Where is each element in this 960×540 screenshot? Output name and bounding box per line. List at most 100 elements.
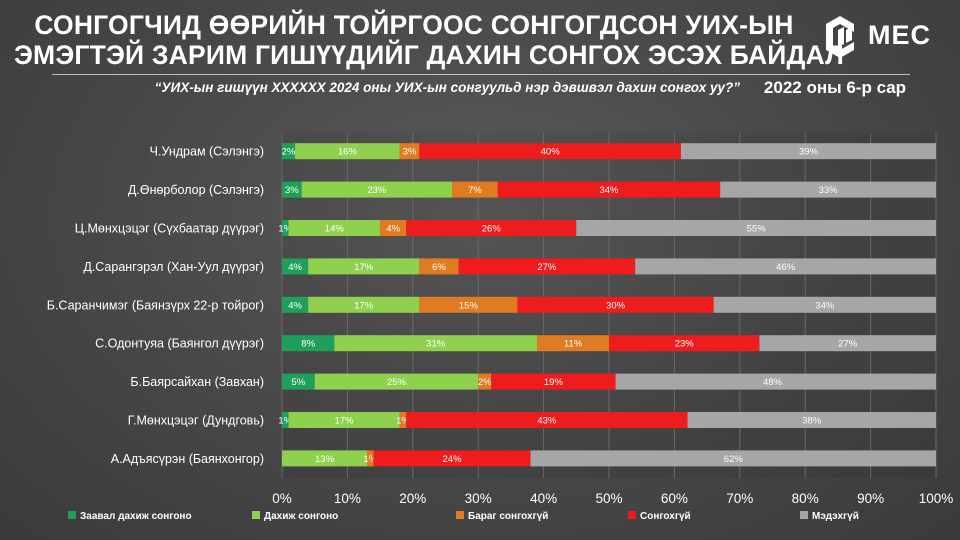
bar-segment xyxy=(314,373,479,390)
bar-segment xyxy=(406,412,688,428)
bar-segment xyxy=(367,450,374,467)
bar-segment xyxy=(282,143,296,160)
bar-segment xyxy=(282,220,289,236)
data-label: 14% xyxy=(325,224,345,235)
x-tick-label: 10% xyxy=(334,491,361,506)
data-label: 1% xyxy=(278,224,292,235)
bar-segment xyxy=(399,412,407,428)
data-label: 17% xyxy=(354,300,374,311)
title-line-2: ЭМЭГТЭЙ ЗАРИМ ГИШҮҮДИЙГ ДАХИН СОНГОХ ЭСЭ… xyxy=(14,40,845,70)
bar-segment xyxy=(478,373,492,390)
data-label: 43% xyxy=(537,416,557,427)
data-label: 48% xyxy=(763,377,783,388)
data-label: 6% xyxy=(432,262,446,273)
title-line-1: СОНГОГЧИД ӨӨРИЙН ТОЙРГООС СОНГОГДСОН УИХ… xyxy=(34,10,794,40)
bar-segment xyxy=(759,335,936,352)
category-label: Б.Баярсайхан (Завхан) xyxy=(130,375,264,389)
data-label: 34% xyxy=(815,300,835,311)
category-label: А.Адъясүрэн (Баянхонгор) xyxy=(111,452,264,466)
data-label: 17% xyxy=(354,262,374,273)
data-label: 4% xyxy=(288,300,302,311)
data-label: 4% xyxy=(288,262,302,273)
category-label: Д.Сарангэрэл (Хан-Уул дүүрэг) xyxy=(83,260,264,274)
data-label: 25% xyxy=(387,377,407,388)
bar-segment xyxy=(419,296,518,313)
bar-segment xyxy=(301,181,453,198)
legend-swatch xyxy=(252,511,260,519)
data-label: 55% xyxy=(747,224,767,235)
data-label: 40% xyxy=(541,147,561,158)
bar-segment xyxy=(282,181,302,198)
data-label: 26% xyxy=(482,224,502,235)
bar-segment xyxy=(720,181,936,198)
data-label: 16% xyxy=(338,147,358,158)
data-label: 24% xyxy=(443,454,463,465)
x-tick-label: 50% xyxy=(595,491,622,506)
page-title: СОНГОГЧИД ӨӨРИЙН ТОЙРГООС СОНГОГДСОН УИХ… xyxy=(14,10,845,70)
mec-logo-icon xyxy=(826,16,854,58)
bar-segment xyxy=(380,220,407,236)
bar-segment xyxy=(615,373,930,390)
bar-segment xyxy=(419,258,459,275)
x-tick-label: 40% xyxy=(530,491,557,506)
bar-segment xyxy=(419,143,681,160)
bar-segment xyxy=(491,373,616,390)
header-divider xyxy=(52,74,910,75)
data-label: 31% xyxy=(426,339,446,350)
bar-segment-remainder xyxy=(929,373,936,390)
data-label: 19% xyxy=(544,377,564,388)
bar-segment xyxy=(399,143,420,160)
data-label: 38% xyxy=(802,416,822,427)
data-label: 1% xyxy=(396,416,410,427)
bar-segment xyxy=(288,220,381,236)
bar-segment xyxy=(282,258,309,275)
category-label: С.Одонтуяа (Баянгол дүүрэг) xyxy=(95,337,264,351)
data-label: 46% xyxy=(776,262,796,273)
bar-segment xyxy=(458,258,636,275)
category-label: Г.Мөнхцэцэг (Дундговь) xyxy=(128,414,264,428)
bar-segment xyxy=(452,181,498,198)
data-label: 1% xyxy=(278,416,292,427)
survey-question: “УИХ-ын гишүүн XXXXXX 2024 оны УИХ-ын со… xyxy=(154,80,740,95)
data-label: 1% xyxy=(363,454,377,465)
legend-entry: Дахиж сонгоно xyxy=(264,511,338,522)
legend-swatch xyxy=(800,511,808,519)
bar-segment xyxy=(609,335,760,352)
legend-entry: Бараг сонгохгүй xyxy=(468,511,548,522)
data-label: 39% xyxy=(799,147,819,158)
x-tick-label: 80% xyxy=(792,491,819,506)
legend-swatch xyxy=(456,511,464,519)
survey-date: 2022 оны 6-р сар xyxy=(763,78,907,97)
bar-segment xyxy=(282,335,335,352)
legend-entry: Заавал дахиж сонгоно xyxy=(80,511,192,522)
data-label: 27% xyxy=(838,339,858,350)
data-label: 34% xyxy=(599,185,619,196)
data-label: 27% xyxy=(537,262,557,273)
bar-segment xyxy=(282,373,315,390)
legend-entry: Мэдэхгүй xyxy=(812,511,859,522)
bar-segment xyxy=(295,143,400,160)
data-label: 8% xyxy=(301,339,315,350)
bar-segment xyxy=(308,258,420,275)
data-label: 15% xyxy=(459,300,479,311)
x-tick-label: 70% xyxy=(726,491,753,506)
data-label: 3% xyxy=(403,147,417,158)
bar-segment xyxy=(687,412,936,428)
data-label: 2% xyxy=(282,147,296,158)
x-tick-label: 90% xyxy=(857,491,884,506)
data-label: 33% xyxy=(819,185,839,196)
x-tick-label: 20% xyxy=(399,491,426,506)
legend-swatch xyxy=(68,511,76,519)
data-label: 3% xyxy=(285,185,299,196)
data-label: 2% xyxy=(478,377,492,388)
bar-segment xyxy=(680,143,936,160)
data-label: 11% xyxy=(564,339,583,350)
data-label: 4% xyxy=(386,224,400,235)
category-label: Б.Саранчимэг (Баянзүрх 22-р тойрог) xyxy=(47,298,264,312)
bar-segment xyxy=(282,450,368,467)
data-label: 23% xyxy=(367,185,387,196)
bar-segment xyxy=(373,450,531,467)
legend-swatch xyxy=(628,511,636,519)
bar-segment xyxy=(635,258,936,275)
